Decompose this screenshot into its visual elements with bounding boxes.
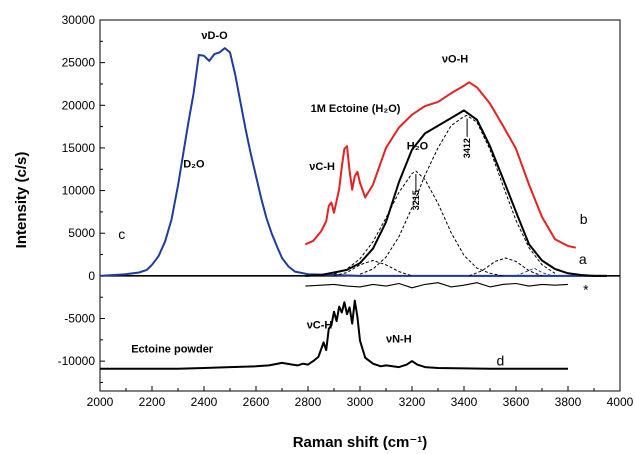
annotation-nu-oh: νO-H <box>442 54 468 66</box>
x-tick-label: 2800 <box>295 395 322 409</box>
annotation-layer: νD-O D₂O νO-H 1M Ectoine (H₂O) νC-H H₂O 3215 34… <box>118 30 589 369</box>
x-tick-label: 2600 <box>243 395 270 409</box>
annotation-nu-do: νD-O <box>201 30 228 42</box>
annotation-star: * <box>583 282 589 298</box>
y-tick-label: 10000 <box>62 184 96 198</box>
series-line-g3050 <box>333 260 413 277</box>
annotation-label-b: b <box>580 211 588 227</box>
x-tick-label: 4000 <box>607 395 634 409</box>
x-tick-label: 3200 <box>399 395 426 409</box>
y-tick-label: 15000 <box>62 141 96 155</box>
annotation-ectoine-solution: 1M Ectoine (H₂O) <box>311 103 401 115</box>
series-layer <box>99 47 607 370</box>
annotation-d2o: D₂O <box>183 159 205 171</box>
x-tick-label: 2400 <box>191 395 218 409</box>
y-tick-label: 20000 <box>62 98 96 112</box>
y-axis-title: Intensity (c/s) <box>13 152 30 249</box>
y-tick-label: -5000 <box>64 312 95 326</box>
annotation-nu-nh: νN-H <box>386 333 412 345</box>
y-tick-label: 5000 <box>68 226 95 240</box>
x-tick-label: 3400 <box>451 395 478 409</box>
axis-ticks: 2000 2200 2400 2600 2800 3000 3200 3400 3600 3800… <box>58 13 634 409</box>
y-tick-label: 25000 <box>62 56 96 70</box>
annotation-h2o: H₂O <box>407 141 429 153</box>
series-line-g3650 <box>515 267 553 277</box>
series-line-g3560 <box>469 257 543 277</box>
y-tick-label: 0 <box>88 269 95 283</box>
x-tick-label: 2000 <box>87 395 114 409</box>
annotation-peak-3412: 3412 <box>462 138 472 158</box>
series-line-3412 <box>359 115 556 275</box>
annotation-ectoine-powder: Ectoine powder <box>131 344 214 356</box>
annotation-nu-ch-top: νC-H <box>309 161 335 173</box>
x-tick-label: 3800 <box>555 395 582 409</box>
y-tick-label: -10000 <box>58 354 96 368</box>
x-tick-label: 3600 <box>503 395 530 409</box>
series-line-d <box>100 299 568 370</box>
series-line-a <box>305 109 607 277</box>
annotation-label-a: a <box>579 251 587 267</box>
y-tick-label: 30000 <box>62 13 96 27</box>
series-line-c <box>99 47 607 277</box>
x-tick-label: 3000 <box>347 395 374 409</box>
annotation-peak-3215: 3215 <box>411 190 421 210</box>
annotation-label-d: d <box>497 352 505 368</box>
x-tick-label: 2200 <box>139 395 166 409</box>
series-line-3215 <box>333 170 504 277</box>
series-line- <box>305 282 569 289</box>
annotation-label-c: c <box>118 226 125 242</box>
x-axis-title: Raman shift (cm⁻¹) <box>293 434 428 451</box>
series-line-b <box>305 81 577 249</box>
annotation-nu-ch-bottom: νC-H <box>307 320 333 332</box>
